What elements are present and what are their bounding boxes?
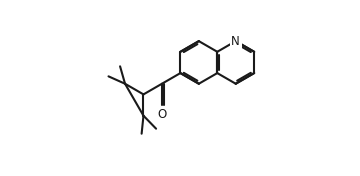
Text: O: O [157, 108, 167, 121]
Text: N: N [231, 35, 240, 48]
